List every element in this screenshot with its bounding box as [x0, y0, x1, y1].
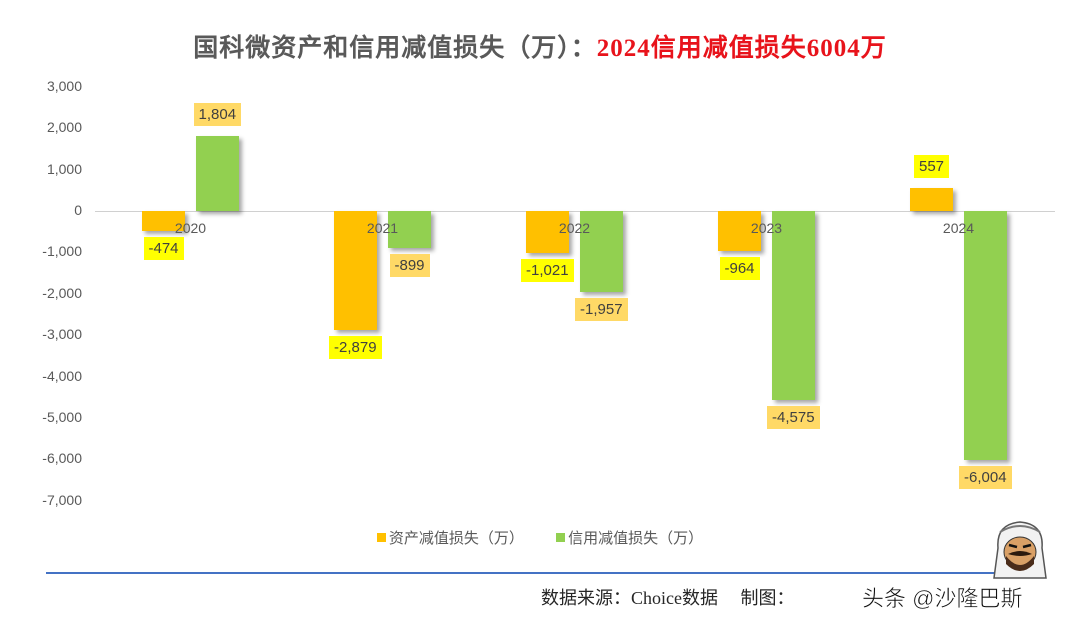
source-note: 数据来源：Choice数据 制图：: [541, 588, 795, 608]
y-tick-label: -4,000: [42, 367, 82, 384]
bar-asset-2023: [718, 211, 761, 251]
data-label-asset-2024: 557: [914, 154, 950, 178]
data-label-credit-2021: -899: [389, 254, 430, 278]
bar-credit-2020: [196, 136, 239, 211]
bar-asset-2022: [526, 211, 569, 254]
legend-item-asset: 资产减值损失（万）: [376, 527, 524, 548]
bar-credit-2021: [388, 211, 431, 249]
legend: 资产减值损失（万） 信用减值损失（万）: [0, 527, 1080, 548]
legend-swatch-asset: [376, 533, 386, 542]
data-label-asset-2022: -1,021: [521, 259, 574, 283]
x-tick-label: 2022: [558, 220, 591, 236]
legend-item-credit: 信用减值损失（万）: [556, 527, 703, 548]
y-tick-label: -3,000: [42, 326, 82, 343]
data-label-asset-2020: -474: [143, 236, 184, 260]
x-tick-label: 2020: [174, 220, 207, 236]
bar-asset-2020: [142, 211, 185, 231]
y-tick-label: 3,000: [46, 77, 82, 94]
x-tick-label: 2023: [750, 220, 783, 236]
data-label-credit-2020: 1,804: [193, 103, 242, 127]
data-label-asset-2023: -964: [719, 256, 760, 280]
data-label-asset-2021: -2,879: [329, 336, 382, 360]
data-label-credit-2022: -1,957: [575, 298, 628, 322]
bar-credit-2024: [964, 211, 1007, 460]
bar-asset-2024: [910, 187, 953, 211]
y-tick-label: -2,000: [42, 284, 82, 301]
y-tick-label: -5,000: [42, 409, 82, 425]
y-tick-label: -6,000: [42, 450, 82, 467]
x-tick-label: 2024: [942, 220, 975, 236]
zero-axis-line: [95, 211, 1055, 212]
x-tick-label: 2021: [366, 220, 399, 236]
bar-asset-2021: [334, 211, 377, 331]
y-tick-label: 2,000: [46, 119, 82, 136]
y-tick-label: -7,000: [42, 491, 82, 508]
chart-title: 国科微资产和信用减值损失（万）：2024信用减值损失6004万: [0, 28, 1080, 64]
mascot-avatar-icon: [993, 521, 1047, 579]
bar-credit-2022: [580, 211, 623, 293]
legend-label-credit: 信用减值损失（万）: [568, 530, 704, 547]
y-tick-label: -1,000: [42, 243, 82, 260]
bar-credit-2023: [772, 211, 815, 401]
data-label-credit-2024: -6,004: [959, 465, 1012, 489]
y-tick-label: 1,000: [46, 160, 82, 177]
data-label-credit-2023: -4,575: [767, 406, 820, 430]
footer-divider: [46, 572, 1036, 574]
legend-swatch-credit: [556, 533, 566, 542]
title-main: 国科微资产和信用减值损失（万）：: [193, 35, 597, 62]
title-highlight: 2024信用减值损失6004万: [596, 35, 887, 62]
watermark: 头条 @沙隆巴斯: [862, 586, 1023, 612]
legend-label-asset: 资产减值损失（万）: [388, 530, 524, 547]
y-tick-label: 0: [74, 202, 82, 218]
